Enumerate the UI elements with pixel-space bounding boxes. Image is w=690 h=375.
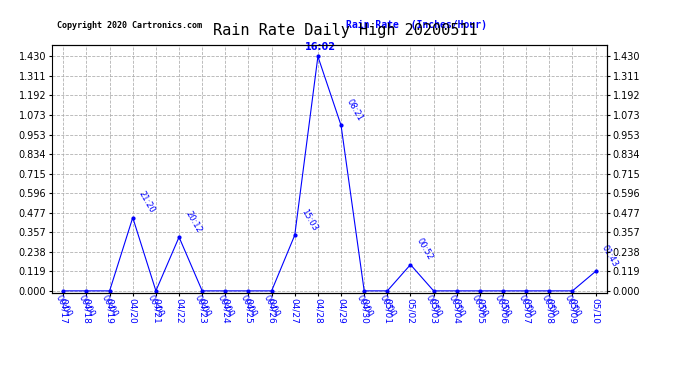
Text: Rain Rate  (Inches/Hour): Rain Rate (Inches/Hour) xyxy=(346,20,487,30)
Text: 08:21: 08:21 xyxy=(345,98,365,123)
Text: 16:02: 16:02 xyxy=(305,42,336,52)
Text: 00:00: 00:00 xyxy=(146,294,166,319)
Text: 00:00: 00:00 xyxy=(470,294,490,319)
Text: 00:52: 00:52 xyxy=(415,237,434,262)
Text: Copyright 2020 Cartronics.com: Copyright 2020 Cartronics.com xyxy=(57,21,202,30)
Text: 00:00: 00:00 xyxy=(540,294,559,319)
Text: 00:00: 00:00 xyxy=(377,294,397,319)
Text: 00:00: 00:00 xyxy=(562,294,582,319)
Text: 00:00: 00:00 xyxy=(424,294,444,319)
Text: Rain Rate Daily High 20200511: Rain Rate Daily High 20200511 xyxy=(213,22,477,38)
Text: 21:20: 21:20 xyxy=(137,190,157,215)
Text: 00:00: 00:00 xyxy=(54,294,73,319)
Text: 20:12: 20:12 xyxy=(184,209,203,234)
Text: 00:00: 00:00 xyxy=(447,294,466,319)
Text: 01:43: 01:43 xyxy=(600,243,620,268)
Text: 00:00: 00:00 xyxy=(355,294,374,319)
Text: 00:00: 00:00 xyxy=(100,294,119,319)
Text: 00:00: 00:00 xyxy=(516,294,536,319)
Text: 00:00: 00:00 xyxy=(77,294,97,319)
Text: 00:00: 00:00 xyxy=(193,294,212,319)
Text: 00:00: 00:00 xyxy=(239,294,258,319)
Text: 00:00: 00:00 xyxy=(262,294,282,319)
Text: 00:00: 00:00 xyxy=(493,294,513,319)
Text: 15:03: 15:03 xyxy=(299,207,319,232)
Text: 00:00: 00:00 xyxy=(215,294,235,319)
